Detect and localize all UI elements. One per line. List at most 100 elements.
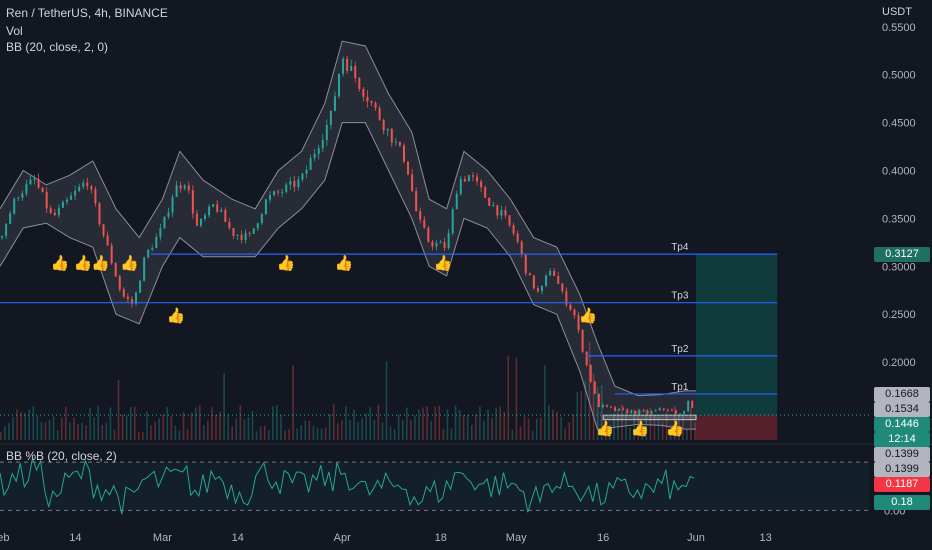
candle-body: [167, 212, 170, 217]
candle-body: [362, 88, 365, 97]
volume-bar: [235, 418, 238, 440]
candle-body: [248, 232, 251, 234]
level-label-tp2: Tp2: [671, 344, 689, 355]
level-label-tp4: Tp4: [671, 242, 689, 253]
volume-bar: [657, 416, 660, 440]
volume-bar: [44, 422, 47, 440]
candle-body: [662, 408, 665, 410]
candle-body: [122, 289, 125, 297]
thumbs-up-icon: 👍: [74, 254, 93, 272]
volume-bar: [661, 421, 664, 440]
volume-bar: [596, 387, 599, 440]
time-tick-label: May: [506, 532, 527, 544]
price-tick-label: 0.2000: [882, 357, 916, 369]
symbol-legend[interactable]: Ren / TetherUS, 4h, BINANCE: [6, 6, 168, 20]
volume-bar: [438, 405, 441, 440]
candle-body: [199, 218, 202, 226]
volume-bar: [678, 415, 680, 440]
volume-bar: [507, 355, 510, 440]
price-tag: 0.1534: [874, 401, 930, 417]
volume-bar: [211, 407, 213, 440]
candle-body: [86, 182, 89, 187]
candle-body: [605, 404, 608, 407]
candle-body: [130, 299, 133, 304]
volume-bar: [426, 406, 428, 440]
volume-bar: [73, 417, 75, 440]
volume-bar: [560, 416, 562, 440]
candle-body: [411, 174, 414, 191]
time-tick-label: Jun: [687, 532, 705, 544]
volume-bar: [393, 429, 396, 440]
volume-bar: [353, 409, 355, 440]
candle-body: [321, 140, 324, 149]
volume-bar: [36, 415, 39, 440]
volume-bar: [535, 418, 538, 440]
candle-body: [183, 185, 186, 189]
candle-body: [565, 291, 568, 305]
volume-bar: [495, 407, 497, 440]
candle-body: [175, 185, 178, 197]
candle-body: [216, 204, 219, 212]
volume-bar: [377, 404, 380, 440]
thumbs-up-icon: 👍: [631, 420, 650, 438]
candle-body: [569, 304, 572, 310]
candle-body: [646, 410, 649, 414]
candle-body: [29, 179, 32, 185]
volume-legend[interactable]: Vol: [6, 24, 23, 38]
candle-body: [45, 192, 48, 209]
candle-body: [37, 178, 40, 188]
volume-bar: [669, 424, 672, 440]
candle-body: [658, 408, 661, 411]
candle-body: [378, 107, 381, 120]
volume-bar: [336, 423, 339, 440]
volume-bar: [158, 418, 160, 440]
volume-bar: [539, 417, 542, 440]
volume-bar: [227, 414, 229, 440]
candle-body: [358, 77, 361, 89]
volume-bar: [361, 418, 363, 440]
candle-body: [634, 410, 637, 414]
candle-body: [159, 228, 162, 237]
volume-bar: [450, 428, 453, 440]
candle-body: [687, 401, 690, 412]
volume-bar: [345, 406, 347, 440]
volume-bar: [247, 417, 250, 440]
volume-bar: [580, 390, 583, 440]
volume-bar: [259, 426, 262, 440]
candle-body: [423, 219, 426, 228]
osc-value-tag: 0.18: [874, 494, 930, 510]
candle-body: [33, 178, 36, 180]
volume-bar: [357, 422, 359, 440]
volume-bar: [251, 410, 254, 440]
candle-body: [220, 210, 223, 212]
candle-body: [155, 236, 158, 249]
volume-bar: [97, 405, 100, 440]
candle-body: [431, 241, 434, 247]
candle-body: [204, 215, 207, 219]
volume-bar: [503, 411, 506, 440]
bollinger-legend[interactable]: BB (20, close, 2, 0): [6, 40, 109, 54]
volume-bar: [284, 430, 286, 440]
oscillator-legend[interactable]: BB %B (20, close, 2): [6, 449, 117, 463]
time-tick-label: 16: [597, 532, 609, 544]
thumbs-up-icon: 👍: [91, 254, 110, 272]
candle-body: [500, 210, 503, 216]
candle-body: [516, 233, 519, 242]
candle-body: [9, 213, 12, 224]
volume-bar: [20, 412, 22, 440]
volume-bar: [125, 415, 128, 440]
price-tick-label: 0.4500: [882, 118, 916, 130]
volume-bar: [170, 416, 173, 440]
volume-bar: [267, 429, 270, 440]
candle-body: [301, 173, 304, 180]
volume-bar: [369, 407, 372, 440]
candle-body: [553, 270, 556, 276]
candle-body: [228, 221, 231, 229]
volume-bar: [300, 425, 303, 440]
candle-body: [601, 404, 604, 408]
candle-body: [41, 187, 44, 193]
candle-body: [443, 242, 446, 249]
volume-bar: [109, 407, 112, 440]
profit-zone: [696, 254, 778, 416]
